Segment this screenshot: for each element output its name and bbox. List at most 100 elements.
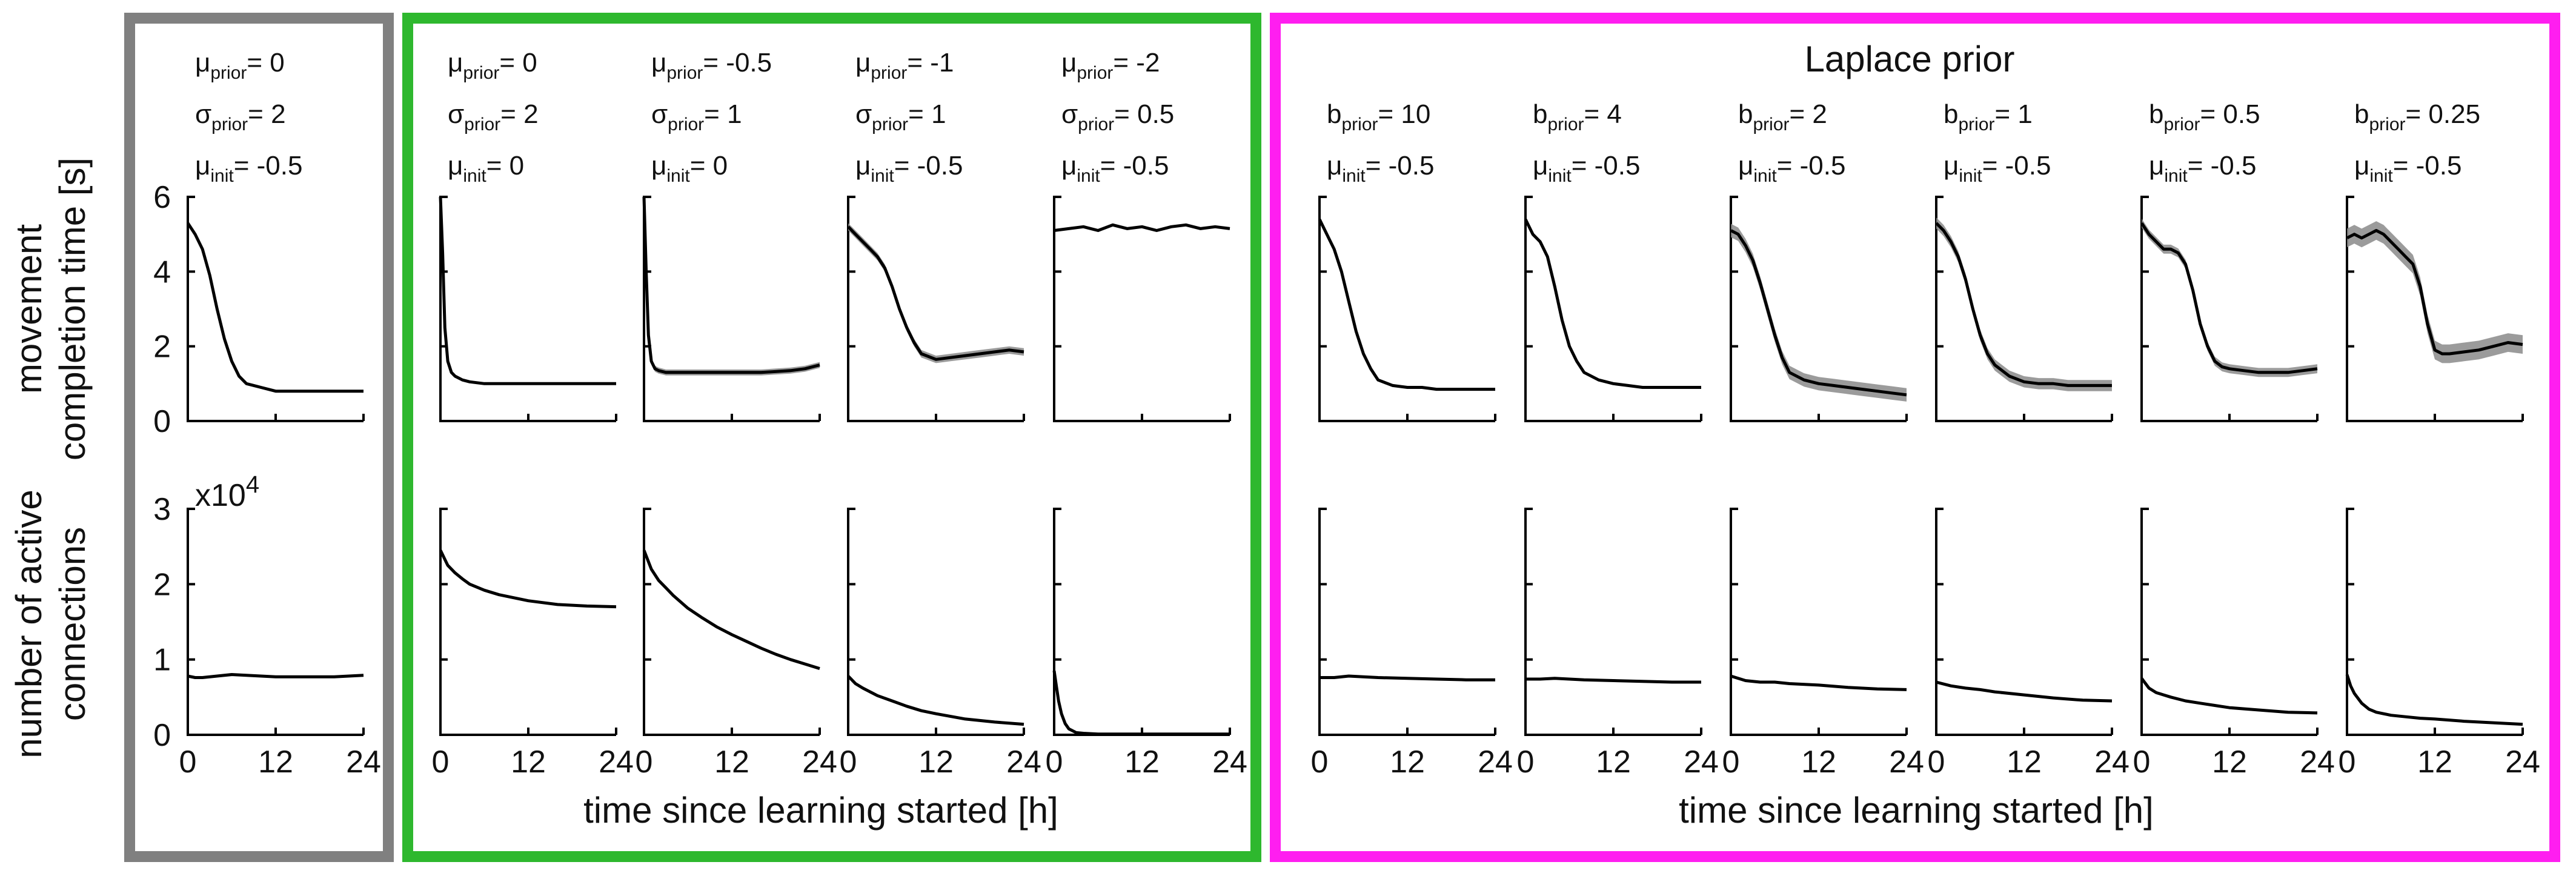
panel-8-param-1: bprior= 2 bbox=[1738, 99, 1827, 134]
panel-4-param-2: σprior= 1 bbox=[855, 99, 946, 134]
panel-6-conn-axes: 0 12 24 bbox=[1311, 508, 1513, 780]
panel-1-mct-line bbox=[186, 222, 363, 393]
panel-5-mct-axes bbox=[1053, 196, 1231, 422]
panel-2-conn-axes: 0 12 24 bbox=[432, 508, 634, 780]
ylabel-top-line2: completion time [s] bbox=[52, 158, 93, 460]
panel-10-mct-error-band bbox=[2142, 218, 2317, 377]
x-tick-label: 12 bbox=[2212, 745, 2247, 780]
panel-3-param-3: μinit= 0 bbox=[651, 151, 728, 186]
panel-6-param-2: μinit= -0.5 bbox=[1327, 151, 1434, 186]
multiplier-base: x10 bbox=[195, 478, 246, 513]
panel-4-conn-axes: 0 12 24 bbox=[840, 508, 1041, 780]
panel-9-mct-error-band bbox=[1936, 217, 2112, 391]
xlabel-green: time since learning started [h] bbox=[583, 790, 1058, 831]
axis-lines bbox=[187, 508, 363, 736]
axis-lines bbox=[847, 196, 1024, 422]
panel-3-param-1: μprior= -0.5 bbox=[651, 48, 772, 83]
panel-10: bprior= 0.5 μinit= -0.5 0 12 24 bbox=[2133, 99, 2335, 780]
panel-3-conn-line bbox=[642, 549, 820, 670]
group-frame-green bbox=[402, 13, 1261, 862]
panel-7-mct-line bbox=[1524, 218, 1701, 389]
panel-10-mct-axes bbox=[2140, 196, 2319, 422]
panel-7-mct-axes bbox=[1524, 196, 1702, 422]
panel-5: μprior= -2 σprior= 0.5 μinit= -0.5 0 12 24 bbox=[1046, 48, 1247, 780]
x-tick-label: 0 bbox=[1928, 745, 1945, 780]
panel-7-conn-axes: 0 12 24 bbox=[1517, 508, 1719, 780]
panel-5-param-2: σprior= 0.5 bbox=[1061, 99, 1174, 134]
panel-2-conn-line bbox=[439, 549, 617, 609]
x-tick-label: 24 bbox=[1478, 745, 1513, 780]
panel-8-conn-axes: 0 12 24 bbox=[1722, 508, 1924, 780]
axis-lines bbox=[2140, 508, 2317, 736]
panel-7: bprior= 4 μinit= -0.5 0 12 24 bbox=[1517, 99, 1719, 780]
panel-1-param-2: σprior= 2 bbox=[195, 99, 286, 134]
xlabel-magenta: time since learning started [h] bbox=[1679, 790, 2154, 831]
x-tick-label: 24 bbox=[1212, 745, 1247, 780]
panel-8-param-2: μinit= -0.5 bbox=[1738, 151, 1845, 186]
ylabel-bottom-line1: number of active bbox=[8, 489, 49, 758]
panel-9-mct-axes bbox=[1935, 196, 2113, 422]
x-tick-label: 12 bbox=[2007, 745, 2042, 780]
panel-3-mct-line bbox=[642, 196, 820, 374]
axis-lines bbox=[187, 196, 363, 422]
panel-2-param-1: μprior= 0 bbox=[448, 48, 537, 83]
x-tick-label: 24 bbox=[802, 745, 837, 780]
panel-5-conn-axes: 0 12 24 bbox=[1046, 508, 1247, 780]
panel-1-conn-line bbox=[187, 673, 364, 679]
panel-4-conn-line bbox=[847, 675, 1024, 726]
x-tick-label: 12 bbox=[1801, 745, 1836, 780]
x-tick-label: 0 bbox=[840, 745, 857, 780]
panel-11: bprior= 0.25 μinit= -0.5 0 12 24 bbox=[2339, 99, 2540, 780]
panel-4: μprior= -1 σprior= 1 μinit= -0.5 0 12 24 bbox=[840, 48, 1041, 780]
x-tick-label: 0 bbox=[432, 745, 450, 780]
laplace-prior-title: Laplace prior bbox=[1805, 39, 2015, 79]
y-tick-label: 4 bbox=[153, 254, 171, 290]
axis-lines bbox=[439, 508, 616, 736]
x-tick-label: 12 bbox=[714, 745, 749, 780]
axis-lines bbox=[643, 196, 820, 422]
x-tick-label: 24 bbox=[1006, 745, 1041, 780]
axis-lines bbox=[643, 508, 820, 736]
panel-6-mct-axes bbox=[1318, 196, 1496, 422]
panel-5-param-3: μinit= -0.5 bbox=[1061, 151, 1169, 186]
panel-4-mct-error-band bbox=[848, 223, 1024, 363]
panel-1-param-1: μprior= 0 bbox=[195, 48, 285, 83]
panel-9: bprior= 1 μinit= -0.5 0 12 24 bbox=[1928, 99, 2130, 780]
x-tick-label: 0 bbox=[1517, 745, 1535, 780]
panel-2-param-3: μinit= 0 bbox=[448, 151, 524, 186]
ylabel-bottom: number of active connections bbox=[8, 489, 93, 758]
x-tick-label: 12 bbox=[1596, 745, 1631, 780]
panel-5-param-1: μprior= -2 bbox=[1061, 48, 1160, 83]
panel-4-mct-line bbox=[847, 225, 1024, 361]
x-tick-label: 24 bbox=[599, 745, 634, 780]
panel-3: μprior= -0.5 σprior= 1 μinit= 0 0 12 24 bbox=[636, 48, 837, 780]
x-tick-label: 24 bbox=[2505, 745, 2540, 780]
x-tick-label: 24 bbox=[1684, 745, 1719, 780]
panel-6-param-1: bprior= 10 bbox=[1327, 99, 1430, 134]
x-tick-label: 0 bbox=[1722, 745, 1740, 780]
panel-8-mct-error-band bbox=[1731, 224, 1907, 402]
panel-10-conn-axes: 0 12 24 bbox=[2133, 508, 2335, 780]
panel-3-param-2: σprior= 1 bbox=[651, 99, 742, 134]
x-tick-label: 12 bbox=[1390, 745, 1425, 780]
panel-8-mct-line bbox=[1730, 229, 1907, 397]
x-tick-label: 24 bbox=[1889, 745, 1924, 780]
panel-10-mct-line bbox=[2140, 222, 2318, 374]
ylabel-top-line1: movement bbox=[8, 224, 49, 394]
ylabel-top: movement completion time [s] bbox=[8, 158, 93, 460]
panel-6-mct-line bbox=[1318, 218, 1495, 391]
x-tick-label: 0 bbox=[636, 745, 653, 780]
y-tick-label: 1 bbox=[153, 643, 171, 678]
panel-6-conn-line bbox=[1320, 674, 1495, 682]
x-tick-label: 0 bbox=[1311, 745, 1329, 780]
panel-10-param-2: μinit= -0.5 bbox=[2149, 151, 2256, 186]
x-tick-label: 0 bbox=[2133, 745, 2151, 780]
panel-3-mct-error-band bbox=[644, 194, 820, 376]
x-tick-label: 12 bbox=[258, 745, 293, 780]
panel-11-conn-line bbox=[2345, 674, 2523, 726]
axis-lines bbox=[2140, 196, 2317, 422]
group-frame-gray bbox=[124, 13, 394, 862]
group-frame-magenta bbox=[1270, 13, 2560, 862]
